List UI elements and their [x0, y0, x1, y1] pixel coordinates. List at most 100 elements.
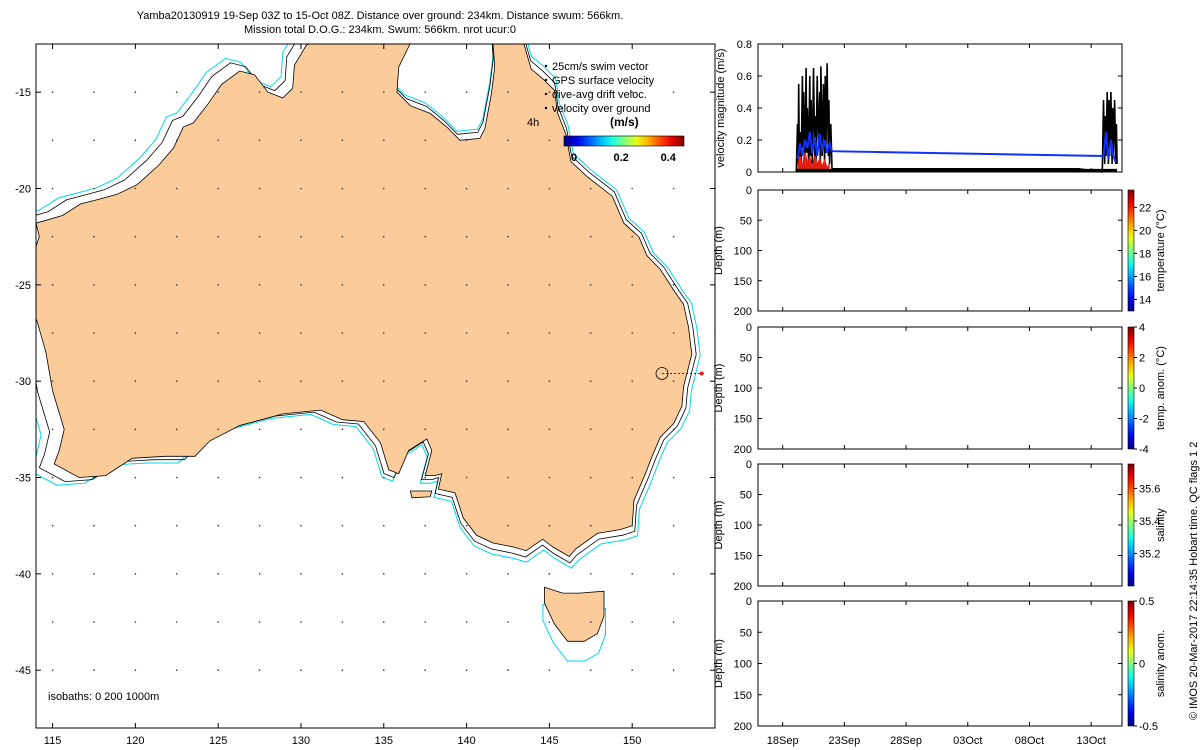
map-ytick-label: -20: [15, 184, 31, 196]
graticule-dot: [631, 332, 633, 334]
temperature-section-ytick-label: 150: [734, 276, 752, 288]
graticule-dot: [631, 91, 633, 93]
graticule-dot: [51, 476, 54, 479]
graticule-dot: [51, 187, 54, 190]
map-ytick-label: -45: [15, 665, 31, 677]
graticule-dot: [631, 235, 633, 238]
graticule-dot: [382, 235, 385, 238]
time-xtick-label: 08Oct: [1015, 735, 1044, 747]
graticule-dot: [175, 524, 178, 527]
graticule-dot: [93, 573, 95, 575]
temp-anomaly-section-ytick-label: 100: [734, 383, 752, 395]
graticule-dot: [258, 332, 261, 334]
salinity-section-frame: [757, 463, 1123, 587]
graticule-dot: [507, 139, 509, 142]
velocity-ytick-label: 0.8: [737, 39, 752, 51]
salinity-section-ylabel: Depth (m): [713, 501, 725, 550]
graticule-dot: [300, 669, 302, 671]
graticule-dot: [258, 235, 261, 238]
graticule-dot: [217, 573, 219, 575]
map-frame: [35, 43, 716, 729]
graticule-dot: [465, 91, 468, 93]
graticule-dot: [217, 139, 219, 142]
map-xtick-label: 140: [457, 735, 475, 747]
graticule-dot: [548, 573, 551, 575]
graticule-dot: [672, 669, 675, 671]
salinity-anomaly-section-colorbar-tick-label: 0.5: [1139, 596, 1154, 608]
graticule-dot: [548, 139, 551, 142]
graticule-dot: [51, 524, 54, 527]
tasmania-land: [544, 586, 605, 642]
graticule-dot: [548, 284, 551, 286]
graticule-dot: [424, 187, 426, 190]
map-xtick-label: 145: [540, 735, 558, 747]
graticule-dot: [589, 428, 592, 431]
graticule-dot: [589, 573, 592, 575]
time-xtick-label: 23Sep: [828, 735, 860, 747]
graticule-dot: [672, 621, 675, 623]
graticule-dot: [93, 428, 95, 431]
graticule-dot: [341, 235, 344, 238]
graticule-dot: [300, 524, 302, 527]
graticule-dot: [424, 380, 426, 382]
temp-anomaly-section-frame: [757, 326, 1123, 450]
graticule-dot: [300, 332, 302, 334]
graticule-dot: [424, 524, 426, 527]
graticule-dot: [51, 235, 54, 238]
graticule-dot: [382, 91, 385, 93]
graticule-dot: [507, 476, 509, 479]
graticule-dot: [134, 139, 137, 142]
salinity-section-ytick-label: 50: [740, 490, 752, 502]
salinity-section-colorbar-tick-label: 35.6: [1139, 483, 1160, 495]
isobath-1000m: [36, 44, 701, 569]
graticule-dot: [424, 621, 426, 623]
graticule-dot: [382, 380, 385, 382]
legend-colorbar-tick: 0.2: [613, 152, 628, 164]
graticule-dot: [589, 476, 592, 479]
graticule-dot: [382, 669, 385, 671]
temperature-section-ytick-label: 100: [734, 246, 752, 258]
legend-marker: [544, 92, 548, 96]
glider-position-marker: [655, 367, 669, 380]
graticule-dot: [341, 621, 344, 623]
legend-marker: [544, 106, 548, 110]
graticule-dot: [507, 235, 509, 238]
graticule-dot: [548, 476, 551, 479]
graticule-dot: [548, 332, 551, 334]
velocity-ytick-label: 0.4: [737, 103, 752, 115]
graticule-dot: [341, 139, 344, 142]
graticule-dot: [465, 428, 468, 431]
map-ytick-label: -30: [15, 376, 31, 388]
temp-anomaly-section-colorbar-tick-label: -4: [1139, 444, 1149, 456]
time-xtick-label: 28Sep: [890, 735, 922, 747]
graticule-dot: [507, 669, 509, 671]
graticule-dot: [631, 187, 633, 190]
map-xtick-label: 125: [209, 735, 227, 747]
temp-anomaly-section-ylabel: Depth (m): [713, 364, 725, 413]
graticule-dot: [134, 669, 137, 671]
velocity-series-0: [795, 63, 1118, 173]
graticule-dot: [382, 621, 385, 623]
graticule-dot: [300, 139, 302, 142]
title-line-1: Yamba20130919 19-Sep 03Z to 15-Oct 08Z. …: [136, 10, 624, 22]
graticule-dot: [300, 91, 302, 93]
graticule-dot: [589, 380, 592, 382]
graticule-dot: [300, 284, 302, 286]
graticule-dot: [175, 428, 178, 431]
graticule-dot: [134, 524, 137, 527]
graticule-dot: [93, 139, 95, 142]
graticule-dot: [300, 380, 302, 382]
graticule-dot: [465, 187, 468, 190]
temperature-section-frame: [757, 189, 1123, 312]
salinity-anomaly-section-ytick-label: 100: [734, 659, 752, 671]
graticule-dot: [93, 235, 95, 238]
map-xtick-label: 150: [623, 735, 641, 747]
legend-marker: [544, 64, 548, 68]
graticule-dot: [548, 235, 551, 238]
map-xtick-label: 135: [375, 735, 393, 747]
graticule-dot: [258, 573, 261, 575]
graticule-dot: [51, 669, 54, 671]
salinity-anomaly-section-colorbar-tick-label: 0: [1139, 659, 1145, 671]
graticule-dot: [175, 669, 178, 671]
